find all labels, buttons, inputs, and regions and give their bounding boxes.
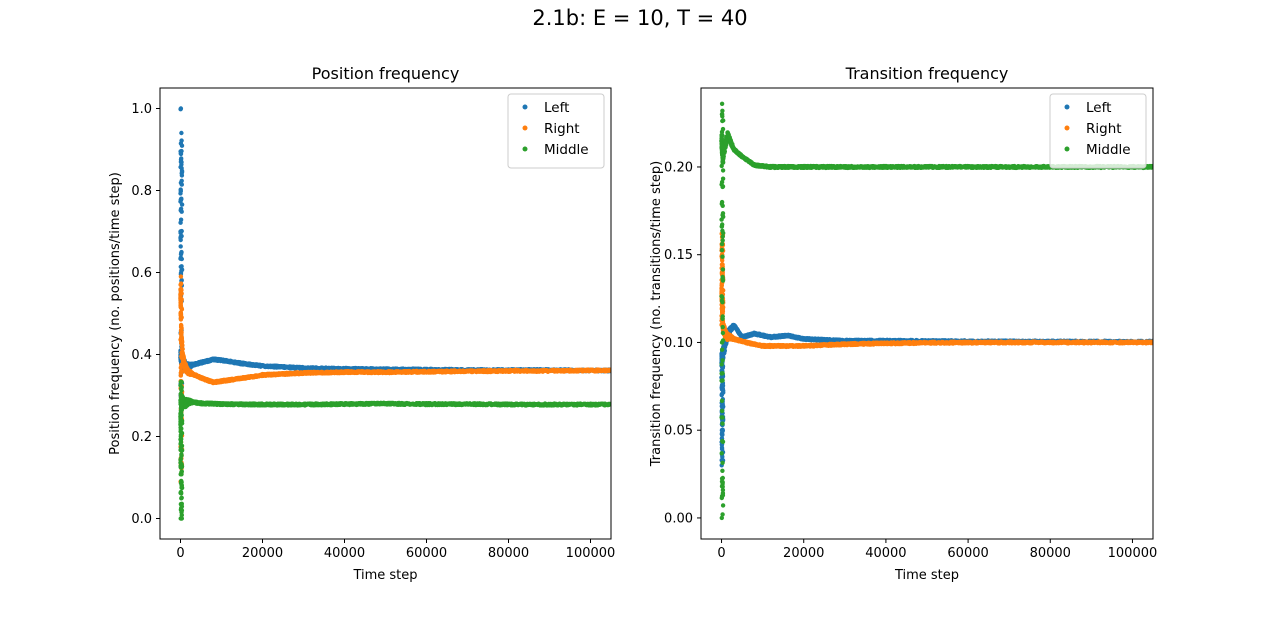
data-point (179, 233, 184, 239)
data-point (179, 353, 184, 359)
y-axis-label: Position frequency (no. positions/time s… (108, 172, 123, 455)
x-axis-label: Time step (352, 568, 417, 583)
legend-marker-middle (522, 146, 528, 152)
y-tick-label: 0.8 (131, 184, 152, 199)
data-point (179, 165, 184, 171)
data-point (178, 437, 184, 442)
legend: Left Right Middle (507, 93, 605, 169)
data-point (180, 346, 185, 352)
data-point (179, 315, 184, 320)
data-point (178, 281, 184, 286)
x-tick-label: 80000 (488, 546, 529, 561)
data-point (179, 452, 184, 457)
data-point (178, 274, 184, 279)
data-point (178, 208, 183, 213)
data-point (178, 456, 183, 461)
data-point (178, 398, 183, 403)
legend-label-left: Left (544, 100, 569, 116)
x-tick-label: 60000 (406, 546, 447, 561)
y-tick-label: 1.0 (131, 102, 152, 117)
data-point (179, 362, 184, 367)
data-point (178, 392, 184, 397)
data-point (179, 482, 184, 488)
data-point (179, 464, 185, 469)
data-point (179, 418, 184, 423)
data-point (179, 431, 184, 437)
plot-area (719, 101, 1153, 521)
data-point (179, 202, 185, 207)
x-tick-label: 40000 (324, 546, 365, 561)
data-point (179, 138, 184, 143)
y-tick-label: 0.0 (131, 512, 152, 527)
axes-frame (159, 87, 612, 540)
data-point (179, 335, 184, 340)
legend-label-middle: Middle (544, 142, 589, 158)
data-point (179, 130, 184, 136)
data-point (179, 171, 184, 176)
data-point (179, 491, 184, 496)
data-point (179, 291, 184, 296)
data-point (179, 516, 184, 521)
data-point (179, 197, 184, 202)
data-point (179, 470, 184, 475)
legend-marker-right (522, 125, 528, 131)
data-point (179, 478, 184, 484)
data-point (178, 446, 184, 451)
data-point (178, 506, 184, 511)
series-middle (178, 379, 611, 521)
data-point (179, 287, 184, 293)
data-point (179, 256, 184, 262)
data-point (608, 401, 611, 407)
figure-title: 2.1b: E = 10, T = 40 (532, 6, 748, 30)
position-frequency-axes: 0 20000 40000 60000 80000 100000 0.0 0.2 0.4 0.6 0… (108, 64, 615, 583)
data-point (178, 220, 183, 225)
data-point (178, 107, 183, 112)
legend-box (507, 93, 605, 169)
series-right (178, 274, 611, 484)
data-point (179, 305, 184, 311)
plot-area (178, 106, 611, 521)
y-tick-label: 0.6 (131, 266, 152, 281)
legend-label-right: Right (544, 121, 580, 137)
x-tick-label: 20000 (242, 546, 283, 561)
y-tick-label: 0.2 (131, 430, 152, 445)
data-point (178, 252, 184, 257)
data-point (179, 264, 184, 269)
data-point (179, 426, 184, 431)
x-tick-label: 0 (176, 546, 184, 561)
data-point (179, 379, 184, 385)
data-point (179, 156, 184, 161)
data-point (178, 191, 183, 196)
transition-frequency-axes: 0 20000 40000 60000 80000 1000000.000.050.100… (649, 64, 1157, 583)
data-point (179, 350, 184, 355)
data-point (179, 368, 184, 374)
data-point (179, 388, 184, 393)
axes-title: Position frequency (312, 64, 460, 83)
data-point (179, 182, 184, 187)
data-point (179, 407, 184, 412)
data-point (608, 367, 611, 372)
data-point (178, 422, 183, 427)
x-tick-label: 100000 (566, 546, 616, 561)
y-tick-label: 0.4 (131, 348, 152, 363)
data-point (179, 495, 184, 500)
data-point (179, 512, 184, 518)
legend-marker-left (522, 104, 528, 110)
data-point (179, 267, 185, 272)
data-point (178, 151, 184, 157)
data-point (179, 159, 184, 165)
data-point (178, 244, 183, 249)
data-point (179, 297, 184, 302)
data-point (179, 325, 184, 331)
